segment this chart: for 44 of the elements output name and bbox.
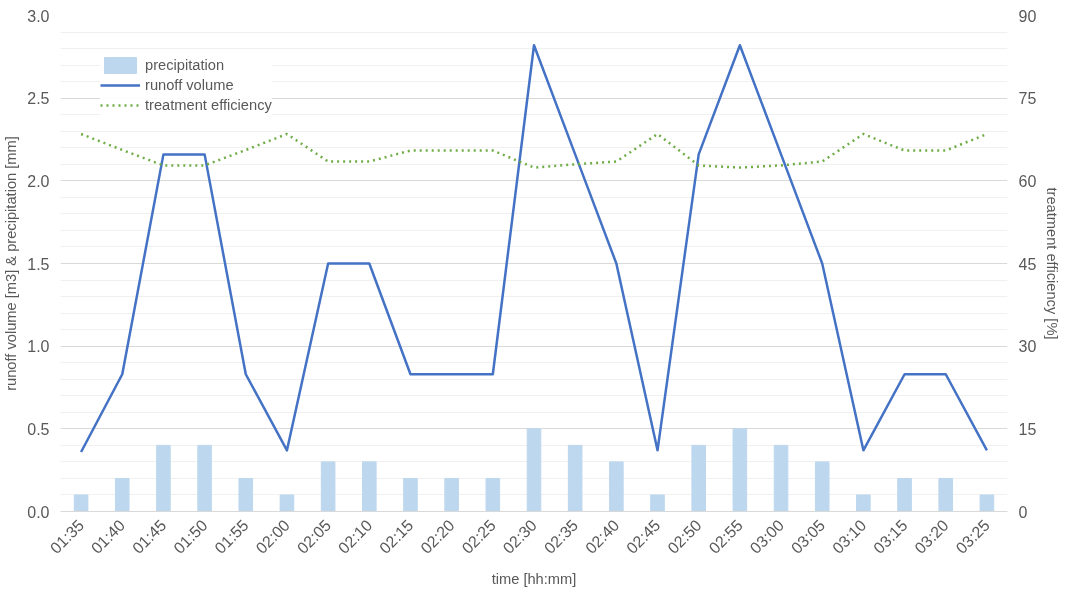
y-tick-label: 3.0 (27, 7, 50, 25)
y-tick-label: 1.0 (27, 338, 50, 356)
y2-tick-label: 30 (1018, 338, 1037, 356)
y2-tick-label: 60 (1018, 172, 1037, 190)
legend-label: runoff volume (145, 77, 234, 93)
bar (320, 461, 336, 512)
y-tick-label: 0.0 (27, 503, 50, 521)
bar (238, 477, 254, 512)
bar (773, 444, 789, 512)
bar (979, 494, 995, 512)
y2-tick-label: 15 (1018, 420, 1037, 438)
y2-tick-label: 90 (1018, 7, 1037, 25)
legend-label: precipitation (145, 57, 225, 73)
y2-axis-title: treatment efficiency [%] (1044, 187, 1061, 340)
bar (114, 477, 130, 512)
y-axis-title: runoff volume [m3] & precipitation [mm] (3, 136, 20, 391)
y-tick-label: 2.5 (27, 90, 50, 108)
y2-tick-label: 0 (1018, 503, 1028, 521)
bar (650, 494, 665, 512)
bar (279, 494, 295, 512)
bar (156, 444, 171, 512)
bar (856, 494, 871, 512)
y-tick-label: 0.5 (27, 420, 50, 438)
bar (567, 444, 583, 512)
bar (526, 428, 542, 512)
y-tick-label: 2.0 (27, 172, 50, 190)
y2-tick-label: 45 (1018, 255, 1037, 273)
bar (732, 428, 748, 512)
bar (609, 461, 624, 512)
bar (197, 444, 212, 512)
line-series (79, 44, 989, 454)
bar (814, 461, 830, 512)
y2-tick-label: 75 (1018, 90, 1037, 108)
legend-label: treatment efficiency (145, 97, 272, 113)
bar (444, 477, 459, 512)
y-tick-label: 1.5 (27, 255, 50, 273)
bar (485, 477, 501, 512)
bar (938, 477, 954, 512)
bar (403, 477, 418, 512)
bar (362, 461, 377, 512)
bar (73, 494, 89, 512)
x-axis-title: time [hh:mm] (491, 570, 577, 587)
bar (897, 477, 912, 512)
bar (691, 444, 706, 512)
